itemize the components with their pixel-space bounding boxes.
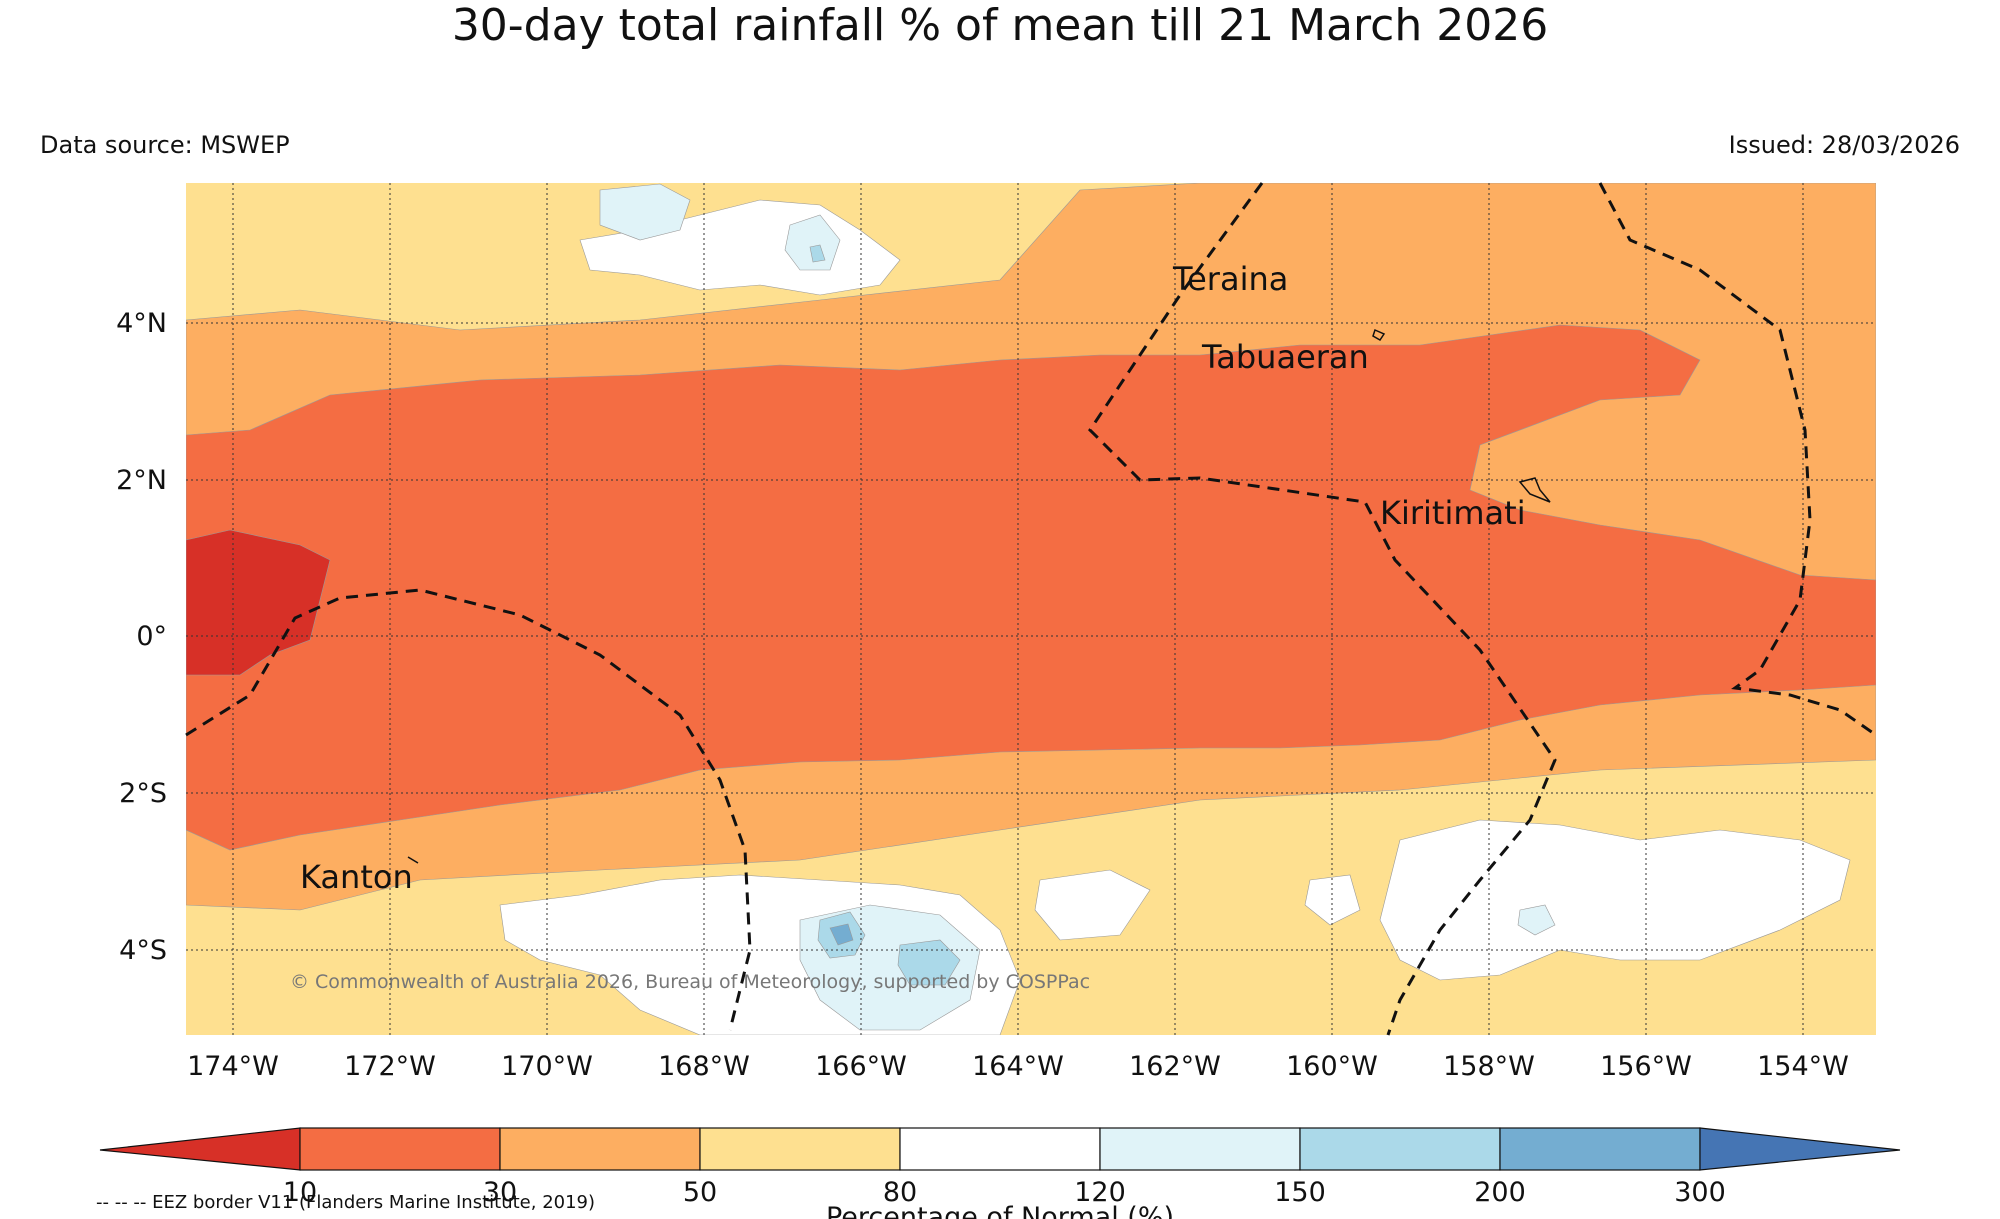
lon-label-168w: 168°W bbox=[658, 1051, 750, 1082]
place-kiritimati: Kiritimati bbox=[1380, 494, 1526, 532]
lon-label-170w: 170°W bbox=[501, 1051, 593, 1082]
issued-date: Issued: 28/03/2026 bbox=[1728, 131, 1960, 159]
lat-label-2s: 2°S bbox=[119, 778, 167, 809]
place-labels: Teraina Tabuaeran Kiritimati Kanton bbox=[300, 260, 1526, 896]
lat-label-4n: 4°N bbox=[116, 308, 167, 339]
copyright-notice: © Commonwealth of Australia 2026, Bureau… bbox=[290, 971, 1090, 993]
colorbar-ticks: 10 30 50 80 120 150 200 300 bbox=[283, 1177, 1726, 1208]
lon-label-158w: 158°W bbox=[1443, 1051, 1535, 1082]
place-tabuaeran: Tabuaeran bbox=[1201, 338, 1369, 376]
tick-200: 200 bbox=[1474, 1177, 1526, 1208]
tick-30: 30 bbox=[483, 1177, 517, 1208]
eez-borders bbox=[185, 182, 1877, 1036]
colorbar-extend-high bbox=[1699, 1127, 1901, 1171]
lon-label-162w: 162°W bbox=[1129, 1051, 1221, 1082]
tick-50: 50 bbox=[683, 1177, 717, 1208]
lon-label-160w: 160°W bbox=[1286, 1051, 1378, 1082]
lon-label-172w: 172°W bbox=[344, 1051, 436, 1082]
colorbar bbox=[99, 1127, 1901, 1171]
lon-label-174w: 174°W bbox=[187, 1051, 279, 1082]
colorbar-seg-10-30 bbox=[299, 1127, 501, 1171]
lon-label-154w: 154°W bbox=[1757, 1051, 1849, 1082]
place-kanton: Kanton bbox=[300, 858, 413, 896]
graticule bbox=[186, 183, 1876, 1035]
colorbar-seg-200-300 bbox=[1499, 1127, 1701, 1171]
place-teraina: Teraina bbox=[1172, 260, 1288, 298]
tick-300: 300 bbox=[1674, 1177, 1726, 1208]
colorbar-seg-50-80 bbox=[699, 1127, 901, 1171]
band-30-50 bbox=[186, 324, 1876, 851]
tick-120: 120 bbox=[1074, 1177, 1126, 1208]
lat-labels: 4°N 2°N 0° 2°S 4°S bbox=[116, 308, 167, 966]
colorbar-label: Percentage of Normal (%) bbox=[826, 1202, 1174, 1219]
colorbar-seg-80-120 bbox=[899, 1127, 1101, 1171]
lon-labels: 174°W 172°W 170°W 168°W 166°W 164°W 162°… bbox=[187, 1051, 1849, 1082]
eez-legend-note: -- -- -- EEZ border V11 (Flanders Marine… bbox=[96, 1192, 595, 1213]
lon-label-164w: 164°W bbox=[972, 1051, 1064, 1082]
islands bbox=[407, 328, 1551, 864]
colorbar-extend-low bbox=[99, 1127, 301, 1171]
lat-label-2n: 2°N bbox=[116, 465, 167, 496]
colorbar-seg-120-150 bbox=[1099, 1127, 1301, 1171]
data-source: Data source: MSWEP bbox=[40, 131, 290, 159]
band-10-30 bbox=[186, 529, 331, 676]
colorbar-seg-30-50 bbox=[499, 1127, 701, 1171]
lon-label-166w: 166°W bbox=[815, 1051, 907, 1082]
tick-10: 10 bbox=[283, 1177, 317, 1208]
tick-150: 150 bbox=[1274, 1177, 1326, 1208]
rainfall-field bbox=[186, 183, 1876, 1035]
colorbar-seg-150-200 bbox=[1299, 1127, 1501, 1171]
band-80-120-southeast bbox=[1379, 819, 1851, 981]
tick-80: 80 bbox=[883, 1177, 917, 1208]
lat-label-0: 0° bbox=[136, 621, 167, 652]
map-title: 30-day total rainfall % of mean till 21 … bbox=[451, 0, 1549, 51]
lon-label-156w: 156°W bbox=[1600, 1051, 1692, 1082]
lat-label-4s: 4°S bbox=[119, 935, 167, 966]
